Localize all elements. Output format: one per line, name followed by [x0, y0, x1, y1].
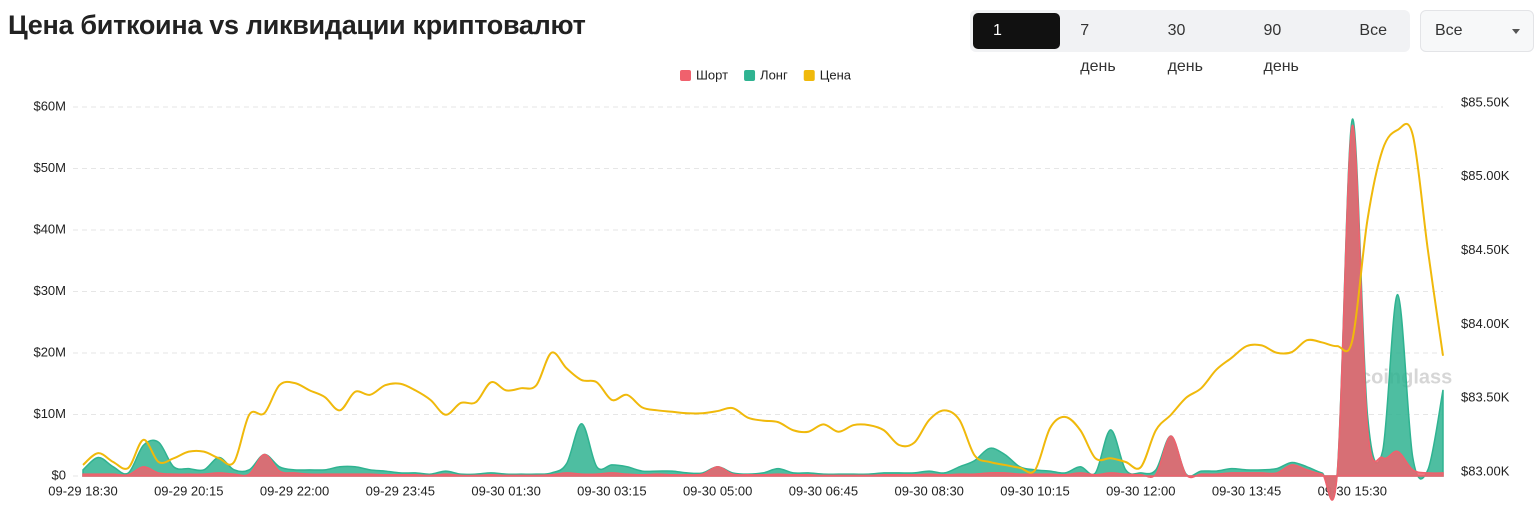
legend-label: Цена: [820, 67, 852, 82]
y2-tick-label: $85.00K: [1461, 168, 1510, 183]
y2-tick-label: $84.50K: [1461, 242, 1510, 257]
y-tick-label: $60M: [33, 98, 66, 113]
x-tick-label: 09-30 01:30: [471, 483, 540, 498]
y2-tick-label: $84.00K: [1461, 316, 1510, 331]
x-tick-label: 09-30 06:45: [789, 483, 858, 498]
page-title: Цена биткоина vs ликвидации криптовалют: [8, 10, 586, 40]
x-tick-label: 09-30 12:00: [1106, 483, 1175, 498]
x-tick-label: 09-30 08:30: [895, 483, 964, 498]
range-button[interactable]: 1 день: [973, 13, 1061, 75]
dropdown[interactable]: Все: [1420, 10, 1534, 52]
legend-label: Лонг: [760, 67, 788, 82]
y-tick-label: $10M: [33, 406, 66, 421]
x-tick-label: 09-30 10:15: [1000, 483, 1069, 498]
x-tick-label: 09-29 20:15: [154, 483, 223, 498]
range-button[interactable]: 7 день: [1080, 22, 1116, 75]
y2-tick-label: $83.00K: [1461, 463, 1510, 478]
range-selector: 1 день 7 день 30 день 90 день Все: [970, 10, 1410, 75]
area: [82, 118, 1444, 501]
x-tick-label: 09-29 18:30: [48, 483, 117, 498]
y-tick-label: $30M: [33, 283, 66, 298]
legend-label: Шорт: [696, 67, 728, 82]
range-button[interactable]: Все: [1359, 22, 1387, 39]
x-tick-label: 09-29 22:00: [260, 483, 329, 498]
legend-swatch: [744, 70, 756, 81]
y-tick-label: $50M: [33, 160, 66, 175]
range-button[interactable]: 30 день: [1167, 22, 1203, 75]
x-tick-label: 09-29 23:45: [366, 483, 435, 498]
y2-tick-label: $83.50K: [1461, 390, 1510, 405]
y-tick-label: $0: [52, 467, 66, 482]
y-tick-label: $40M: [33, 221, 66, 236]
range-button[interactable]: 90 день: [1263, 22, 1299, 75]
x-tick-label: 09-30 13:45: [1212, 483, 1281, 498]
x-tick-label: 09-30 03:15: [577, 483, 646, 498]
y2-tick-label: $85.50K: [1461, 94, 1510, 109]
legend-swatch: [803, 70, 815, 81]
x-tick-label: 09-30 05:00: [683, 483, 752, 498]
y-tick-label: $20M: [33, 344, 66, 359]
legend-swatch: [680, 70, 691, 81]
area: [82, 124, 1444, 501]
price-line: [82, 122, 1444, 474]
